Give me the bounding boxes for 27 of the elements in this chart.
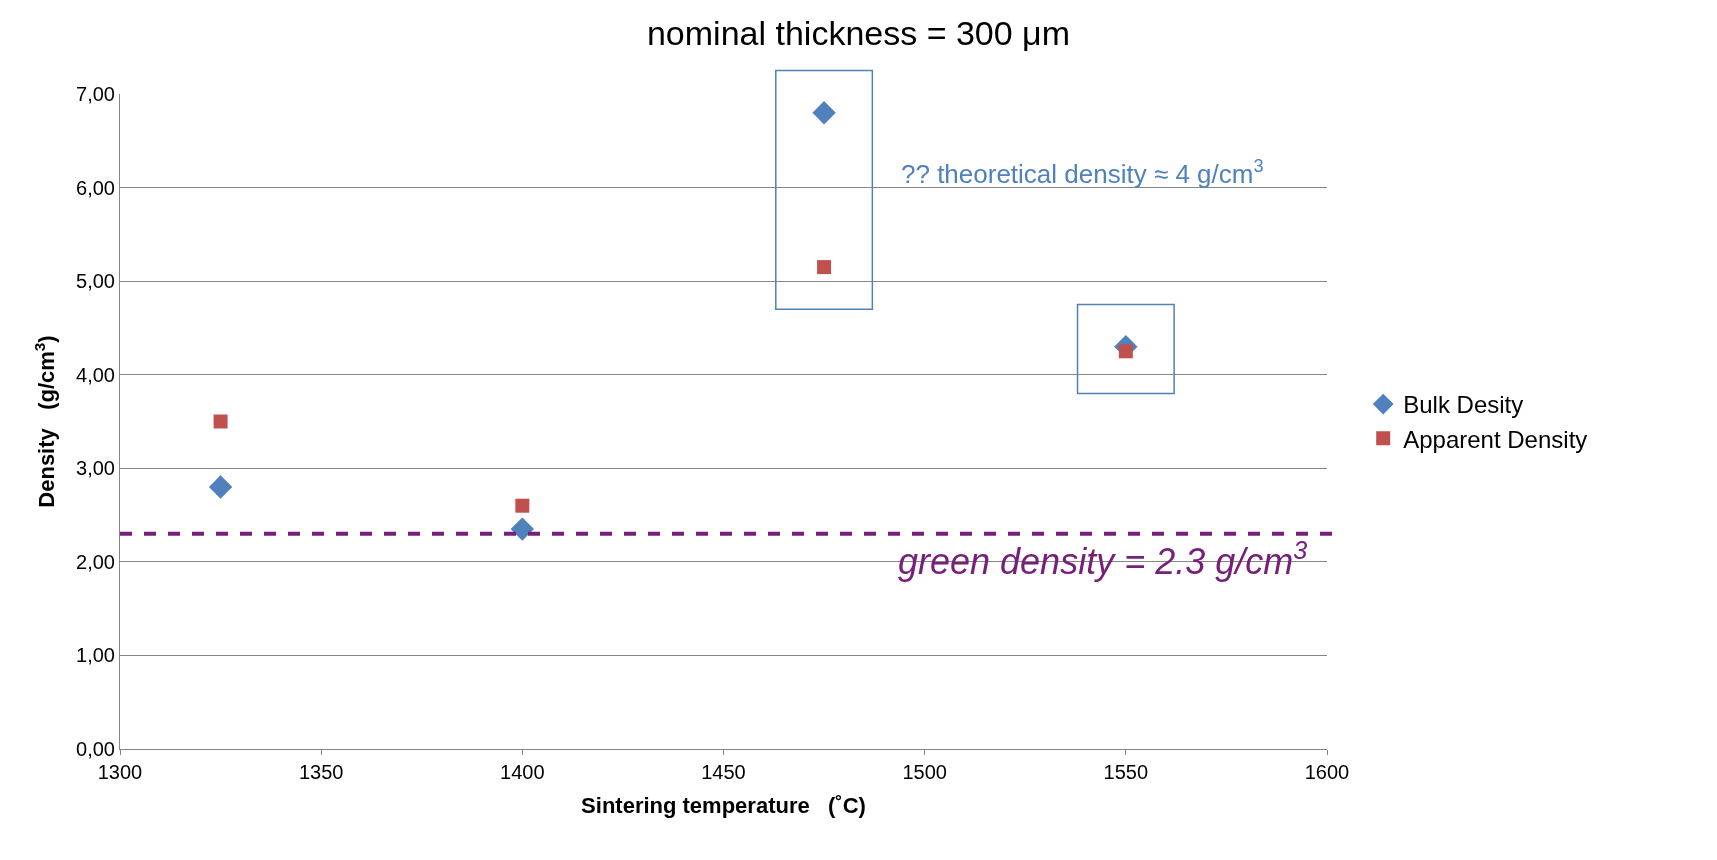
y-tick-label: 3,00: [76, 457, 115, 480]
x-tick-label: 1400: [500, 761, 545, 783]
y-tick-label: 5,00: [76, 270, 115, 293]
x-tick-label: 1300: [97, 761, 143, 783]
y-tick-label: 7,00: [76, 83, 115, 105]
legend-label: Bulk Desity: [1403, 391, 1524, 419]
y-tick-label: 4,00: [76, 363, 115, 386]
point: [515, 498, 530, 513]
x-tick-label: 1600: [1304, 761, 1350, 783]
point: [208, 475, 233, 499]
ref-line-label: green density = 2.3 g/cm$^{3}$: [898, 536, 1308, 583]
chart-title: nominal thickness = 300 μm: [646, 14, 1071, 53]
point: [213, 414, 228, 429]
legend-label: Apparent Density: [1403, 425, 1588, 453]
point: [817, 260, 832, 275]
y-tick-label: 1,00: [76, 644, 115, 667]
x-tick-label: 1350: [298, 761, 344, 783]
point: [510, 517, 535, 541]
point: [812, 101, 836, 125]
y-tick-label: 6,00: [76, 176, 115, 199]
x-tick-label: 1550: [1103, 761, 1149, 783]
x-tick-label: 1450: [701, 761, 746, 783]
x-tick-label: 1500: [902, 761, 947, 783]
y-tick-label: 0,00: [76, 738, 115, 760]
annotation: ?? theoretical density ≈ 4 g/cm$^{3}$: [901, 156, 1264, 189]
y-tick-label: 2,00: [76, 550, 115, 573]
x-axis-title: Sintering temperature (˚C): [581, 792, 866, 818]
